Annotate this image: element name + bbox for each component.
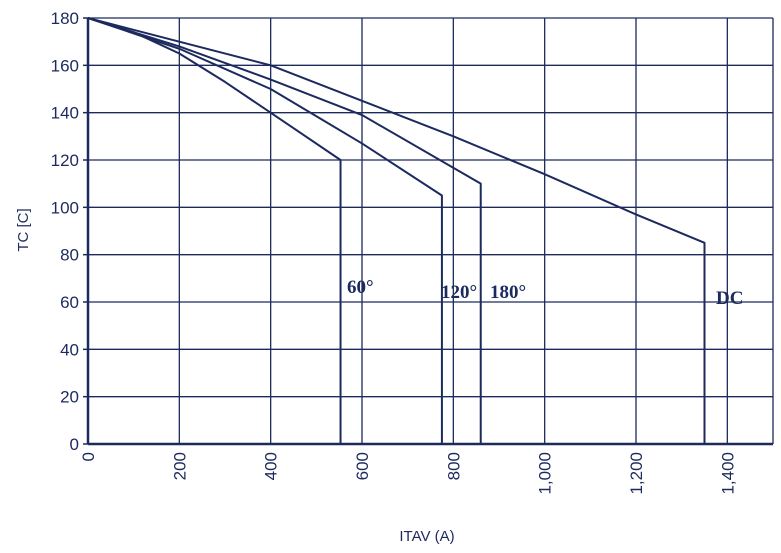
y-tick-label: 20 — [60, 388, 79, 407]
y-tick-label: 0 — [70, 435, 79, 454]
x-tick-label: 200 — [170, 452, 189, 480]
x-tick-labels: 0 200 400 600 800 1,000 1,200 1,400 — [79, 452, 737, 495]
y-tick-label: 80 — [60, 246, 79, 265]
x-tick-label: 0 — [79, 452, 98, 461]
x-tick-label: 1,400 — [718, 452, 737, 495]
y-axis-label: TC [C] — [15, 208, 32, 251]
x-tick-label: 1,200 — [627, 452, 646, 495]
x-tick-label: 800 — [444, 452, 463, 480]
series-line-1 — [87, 17, 342, 444]
series-label: 120° — [441, 282, 477, 303]
series-label: 60° — [347, 277, 374, 298]
series-labels: 60° 120° 180° DC — [347, 277, 743, 309]
series-label: DC — [716, 288, 743, 309]
series-line-4 — [87, 17, 706, 444]
y-tick-labels: 0 20 40 60 80 100 120 140 160 180 — [51, 9, 79, 454]
y-tick-label: 140 — [51, 104, 79, 123]
x-axis-label: ITAV (A) — [399, 528, 454, 545]
series-label: 180° — [490, 282, 526, 303]
y-tick-label: 180 — [51, 9, 79, 28]
series-lines — [87, 17, 706, 444]
y-tick-label: 60 — [60, 293, 79, 312]
y-tick-label: 100 — [51, 198, 79, 217]
series-line-2 — [87, 17, 443, 444]
y-tick-label: 40 — [60, 340, 79, 359]
y-tick-label: 120 — [51, 151, 79, 170]
series-line-3 — [87, 17, 482, 444]
x-tick-label: 600 — [353, 452, 372, 480]
grid — [83, 17, 774, 446]
x-tick-label: 1,000 — [536, 452, 555, 495]
y-tick-label: 160 — [51, 56, 79, 75]
x-tick-label: 400 — [262, 452, 281, 480]
